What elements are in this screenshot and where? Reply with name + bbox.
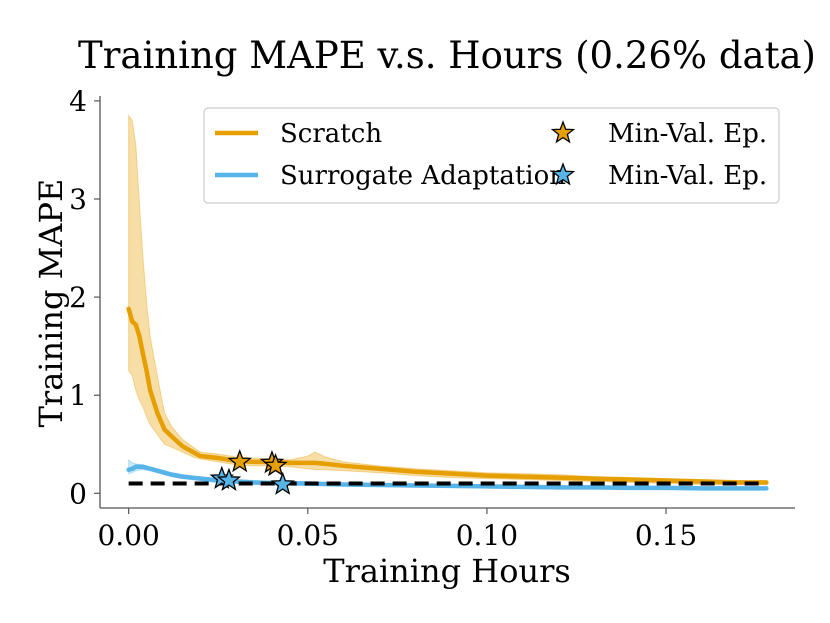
x-tick-label: 0.10 [456,519,518,552]
legend-star-orange-icon [550,120,576,144]
x-tick-label: 0.00 [97,519,159,552]
y-tick-label: 3 [69,183,87,216]
y-tick-label: 0 [69,477,87,510]
legend: Scratch Min-Val. Ep. Surrogate Adaptatio… [203,107,780,204]
x-axis-label: Training Hours [323,552,571,590]
legend-scratch-minval-label: Min-Val. Ep. [608,119,767,149]
y-tick-label: 2 [69,281,87,314]
scratch-min-val-star-icon [263,452,288,477]
y-ticks: 0 1 2 3 4 [69,85,100,510]
chart-title: Training MAPE v.s. Hours (0.26% data) [78,34,816,77]
y-tick-label: 1 [69,379,87,412]
legend-scratch-label: Scratch [280,119,382,149]
x-tick-label: 0.05 [277,519,339,552]
legend-surrogate-label: Surrogate Adaptation [280,161,566,191]
legend-scratch-star-icon [550,120,576,144]
legend-box [203,107,780,204]
scratch-min-val-star-icon [227,449,252,473]
y-tick-label: 4 [69,85,87,118]
y-axis-label: Training MAPE [32,179,70,428]
legend-star-blue-icon [550,162,576,186]
surrogate-adaptation-min-val-star-icon [270,471,295,495]
surrogate-adaptation-min-val-star-icon [216,467,242,491]
min-val-markers [209,449,295,495]
x-ticks: 0.00 0.05 0.10 0.15 [97,508,697,552]
legend-surrogate-star-icon [550,162,576,186]
legend-surrogate-minval-label: Min-Val. Ep. [608,161,767,191]
x-tick-label: 0.15 [635,519,697,552]
